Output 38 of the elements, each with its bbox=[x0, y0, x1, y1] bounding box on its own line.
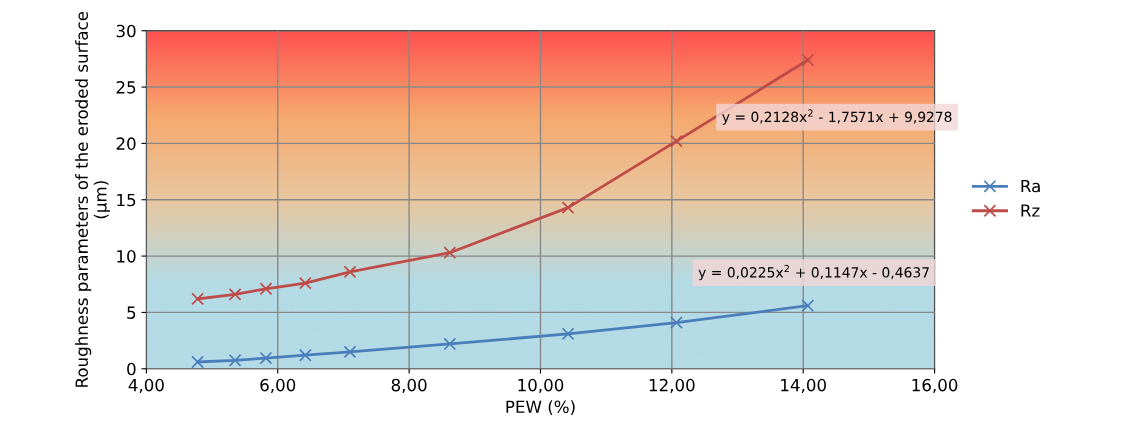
point bbox=[561, 201, 575, 215]
annotation: y = 0,2128x$^{2}$ - 1,7571x + 9,9278 bbox=[722, 109, 952, 125]
x-tick-label: 16,00 bbox=[912, 378, 958, 394]
point bbox=[801, 53, 815, 67]
point bbox=[443, 246, 457, 260]
y-tick-label: 20 bbox=[116, 137, 136, 150]
y-axis-title: Roughness parameters of the eroded surface (µm) bbox=[75, 11, 110, 387]
legend-label: Rz bbox=[1021, 204, 1040, 217]
point bbox=[228, 353, 242, 367]
x-tick-label: 12,00 bbox=[649, 378, 695, 394]
point bbox=[191, 292, 205, 306]
x-tick-label: 4,00 bbox=[128, 378, 164, 394]
point bbox=[228, 288, 242, 301]
point bbox=[298, 348, 312, 362]
y-tick-label: 0 bbox=[127, 362, 136, 376]
point bbox=[259, 351, 273, 365]
point bbox=[670, 316, 683, 329]
x-tick-label: 6,00 bbox=[260, 378, 296, 394]
point bbox=[343, 265, 357, 279]
point bbox=[298, 276, 312, 290]
y-tick-label: 30 bbox=[116, 24, 136, 38]
x-tick-label: 10,00 bbox=[518, 378, 564, 394]
point bbox=[561, 327, 575, 341]
y-tick-label: 15 bbox=[117, 193, 136, 207]
legend-label: Ra bbox=[1021, 179, 1040, 193]
point bbox=[259, 282, 273, 296]
point bbox=[443, 337, 457, 351]
point bbox=[343, 345, 357, 359]
x-axis-title: PEW (%) bbox=[506, 400, 575, 416]
point bbox=[191, 355, 205, 369]
y-tick-label: 10 bbox=[117, 250, 136, 263]
x-tick-label: 14,00 bbox=[781, 378, 826, 394]
point bbox=[801, 299, 815, 313]
x-tick-label: 8,00 bbox=[391, 378, 427, 394]
y-tick-label: 5 bbox=[127, 306, 136, 319]
y-tick-label: 25 bbox=[116, 81, 136, 94]
annotation: y = 0,0225x$^{2}$ + 0,1147x - 0,4637 bbox=[698, 264, 929, 281]
point bbox=[670, 134, 683, 148]
